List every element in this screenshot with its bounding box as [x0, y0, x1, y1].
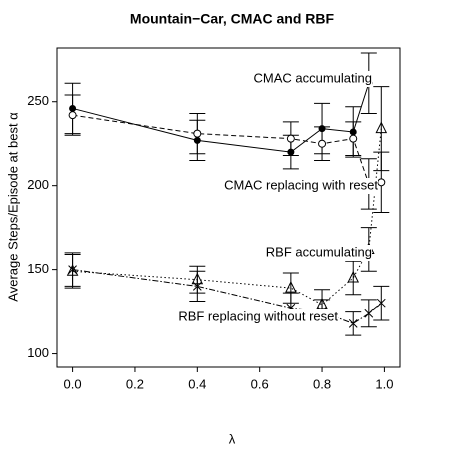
error-bar: [345, 260, 362, 296]
marker: [376, 298, 386, 308]
marker: [347, 270, 360, 283]
marker: [192, 282, 202, 291]
x-tick-label: 0.8: [313, 376, 331, 391]
x-tick-label: 0.2: [126, 376, 144, 391]
x-tick-label: 1.0: [375, 376, 393, 391]
chart-title: Mountain−Car, CMAC and RBF: [130, 11, 335, 27]
marker: [318, 139, 327, 148]
marker: [68, 265, 77, 274]
y-tick-label: 250: [27, 93, 49, 108]
marker: [364, 308, 374, 318]
annotation: RBF replacing without reset: [178, 308, 338, 323]
x-tick-label: 0.4: [188, 376, 206, 391]
series-line: [72, 83, 370, 153]
marker: [375, 121, 388, 134]
annotation-bg: [198, 178, 378, 194]
x-tick-label: 0.6: [251, 376, 269, 391]
annotation: CMAC replacing with reset: [224, 177, 378, 192]
annotation: RBF accumulating: [266, 244, 372, 259]
plot-frame: [56, 47, 401, 368]
marker: [348, 318, 358, 328]
marker: [285, 280, 297, 293]
marker: [286, 134, 295, 143]
y-tick-label: 150: [27, 261, 49, 276]
marker: [377, 178, 386, 187]
marker: [193, 129, 202, 138]
annotation: CMAC accumulating: [254, 70, 373, 85]
y-tick-label: 100: [27, 345, 49, 360]
error-bar: [373, 86, 390, 172]
series-line: [72, 114, 382, 185]
annotation-bg: [143, 309, 338, 325]
y-tick-label: 200: [27, 177, 49, 192]
y-axis-label: Average Steps/Episode at best α: [5, 112, 20, 302]
annotation-bg: [256, 245, 372, 261]
marker: [68, 111, 77, 120]
annotation-bg: [249, 71, 372, 87]
marker: [349, 134, 358, 143]
x-axis-label: λ: [229, 431, 236, 446]
series-line: [72, 128, 382, 306]
x-tick-label: 0.0: [64, 376, 82, 391]
